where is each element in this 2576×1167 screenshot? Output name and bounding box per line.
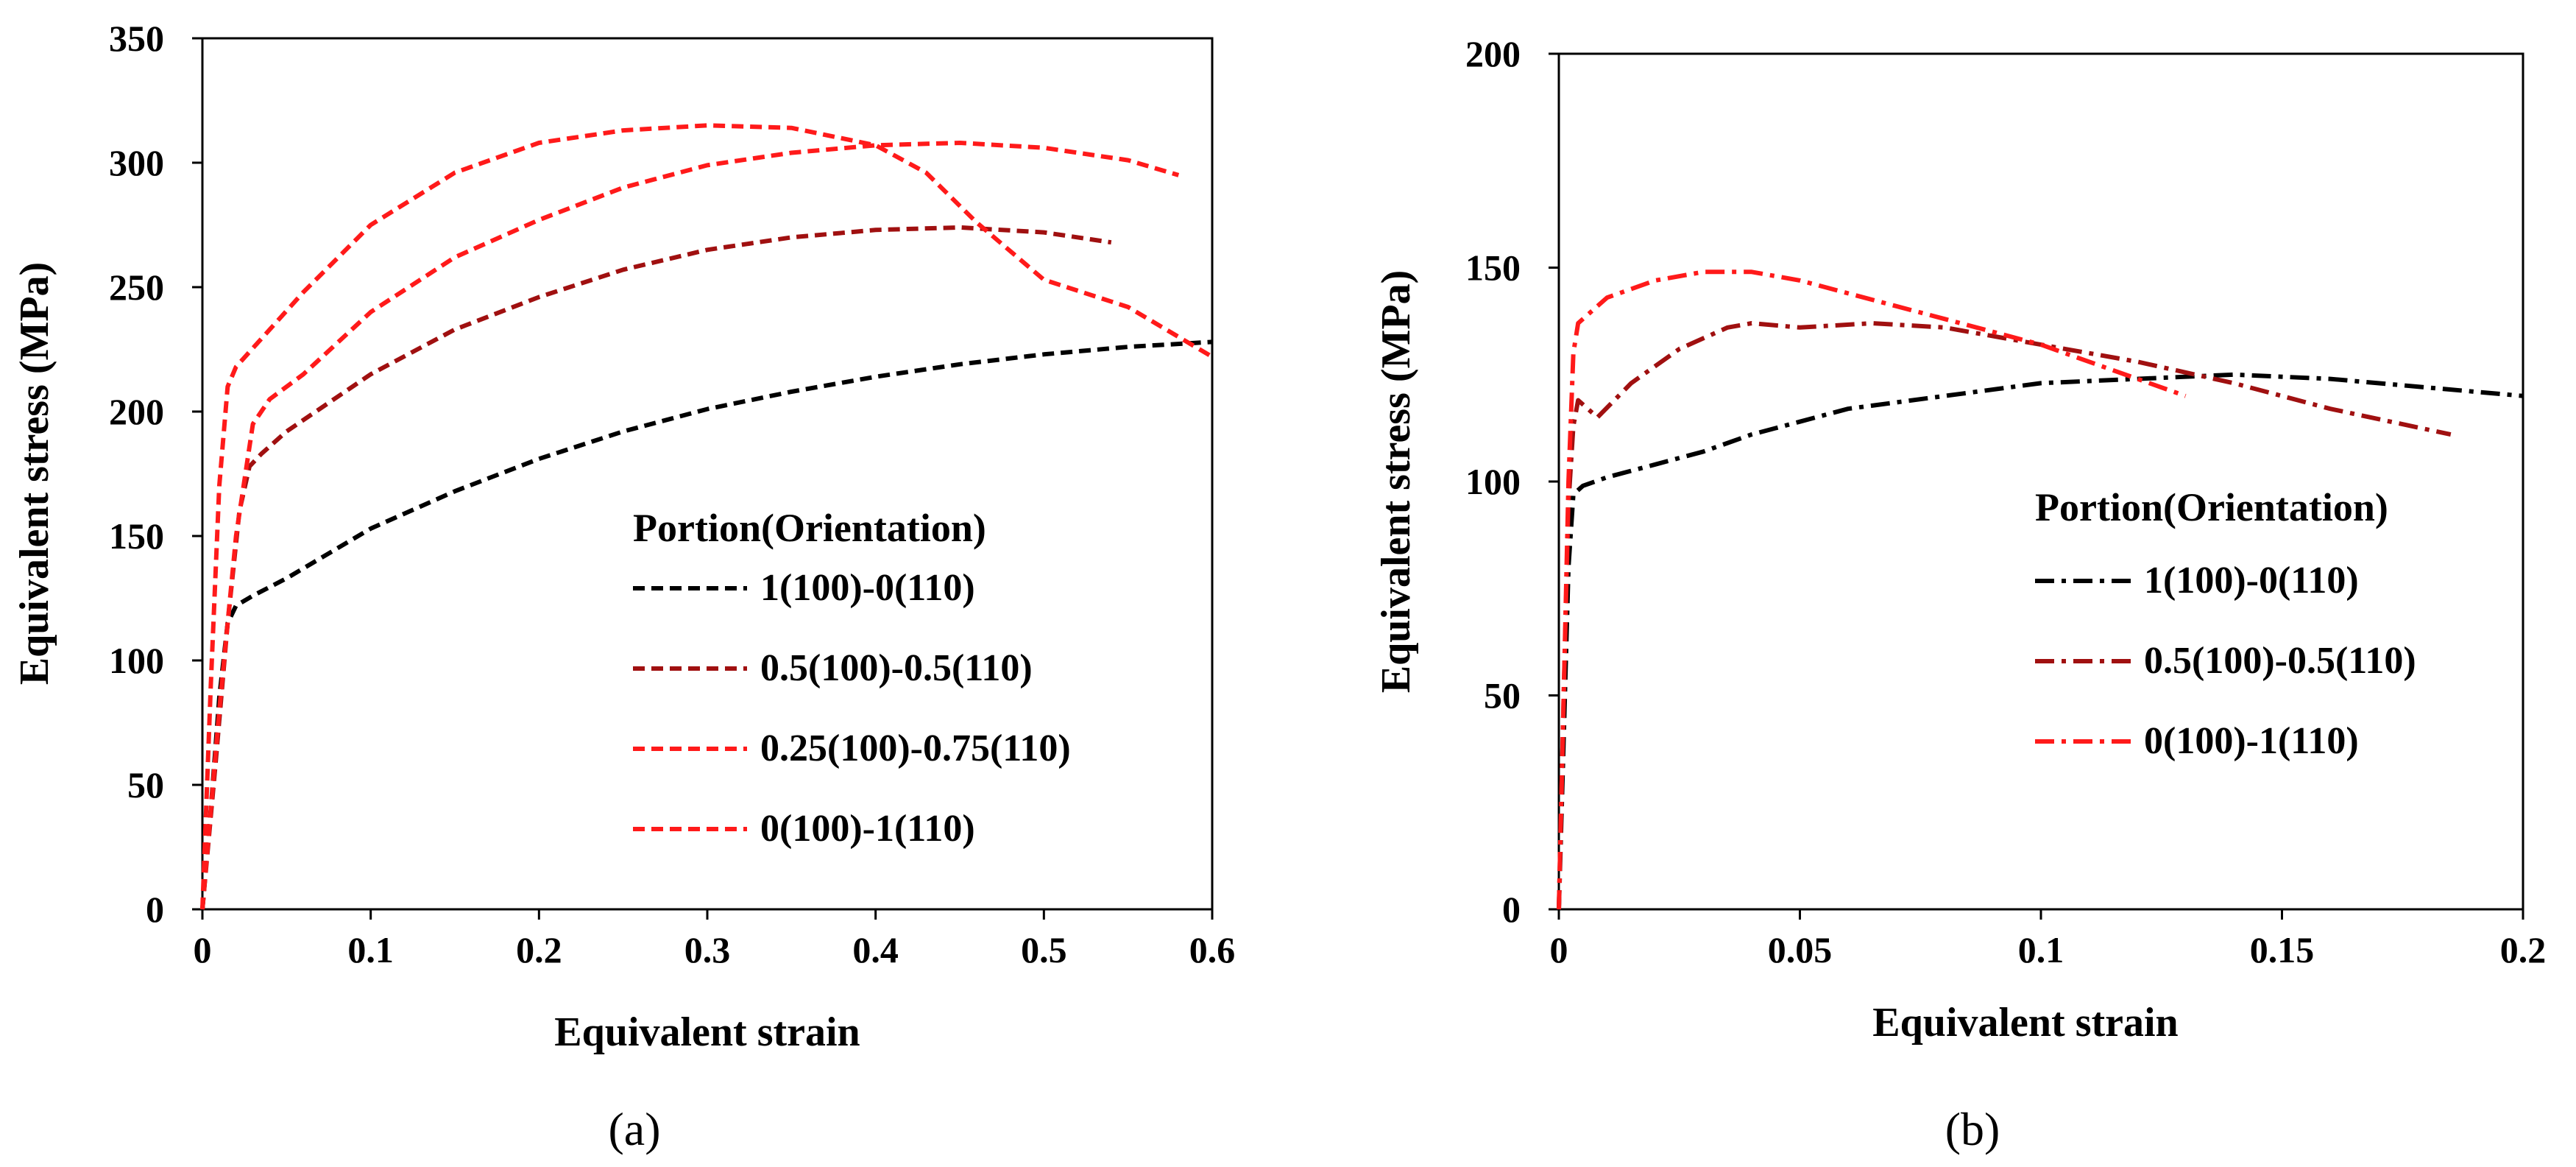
x-tick-label-a: 0.4 — [852, 929, 899, 970]
x-axis-title-a: Equivalent strain — [554, 1009, 860, 1055]
y-tick-label-a: 50 — [127, 764, 164, 805]
y-axis-title-b: Equivalent stress (MPa) — [1373, 270, 1419, 694]
tick-group-a: 0 0.1 0.2 0.3 0.4 0.5 0.6 0 50 100 150 200 250 300 350 — [109, 18, 1235, 970]
legend-title-b: Portion(Orientation) — [2035, 485, 2388, 529]
y-tick-label-b: 150 — [1465, 247, 1521, 289]
legend-b: Portion(Orientation) 1(100)-0(110) 0.5(10… — [2035, 485, 2416, 762]
x-tick-label-a: 0 — [194, 929, 212, 970]
x-tick-label-a: 0.3 — [684, 929, 731, 970]
panel-label-b: (b) — [1945, 1103, 2000, 1155]
y-tick-label-b: 100 — [1465, 461, 1521, 502]
y-tick-label-a: 0 — [146, 889, 164, 930]
x-tick-label-b: 0 — [1550, 929, 1568, 970]
series-line-a-1 — [200, 339, 1213, 910]
legend-label-b-1: 1(100)-0(110) — [2144, 560, 2359, 602]
plot-area-a — [201, 37, 1214, 911]
y-tick-label-a: 200 — [109, 391, 164, 432]
y-tick-label-a: 150 — [109, 515, 164, 557]
legend-label-b-3: 0(100)-1(110) — [2144, 720, 2359, 762]
legend-title-a: Portion(Orientation) — [633, 506, 986, 550]
x-tick-label-a: 0.6 — [1189, 929, 1236, 970]
plot-area-b — [1557, 52, 2524, 911]
x-tick-label-a: 0.1 — [347, 929, 394, 970]
chart-panel-a: 0 0.1 0.2 0.3 0.4 0.5 0.6 0 50 100 150 200 250 300 350… — [12, 18, 1235, 1155]
legend-a: Portion(Orientation) 1(100)-0(110) 0.5(10… — [633, 506, 1071, 850]
series-group-b — [1557, 269, 2524, 910]
y-axis-title-a: Equivalent stress (MPa) — [12, 262, 57, 685]
y-tick-label-b: 50 — [1484, 675, 1521, 716]
y-tick-label-b: 0 — [1502, 889, 1521, 930]
y-tick-label-a: 250 — [109, 267, 164, 308]
x-tick-label-b: 0.1 — [2018, 929, 2064, 970]
x-axis-title-b: Equivalent strain — [1872, 1000, 2178, 1046]
x-tick-label-a: 0.5 — [1021, 929, 1067, 970]
legend-label-b-2: 0.5(100)-0.5(110) — [2144, 640, 2416, 682]
tick-group-b: 0 0.05 0.1 0.15 0.2 0 50 100 150 200 — [1465, 33, 2546, 970]
series-line-b-3 — [1557, 269, 2187, 910]
legend-label-a-4: 0(100)-1(110) — [760, 808, 975, 850]
x-tick-label-b: 0.05 — [1768, 929, 1833, 970]
series-line-b-2 — [1557, 321, 2452, 910]
series-group-a — [200, 123, 1214, 910]
series-line-a-4 — [200, 123, 1214, 910]
x-tick-label-b: 0.2 — [2500, 929, 2547, 970]
y-tick-label-b: 200 — [1465, 33, 1521, 74]
series-line-b-1 — [1557, 372, 2524, 910]
panel-label-a: (a) — [608, 1103, 660, 1155]
series-line-a-3 — [200, 141, 1180, 910]
y-tick-label-a: 300 — [109, 142, 164, 183]
y-tick-label-a: 350 — [109, 18, 164, 59]
chart-panel-b: 0 0.05 0.1 0.15 0.2 0 50 100 150 200 Equivalent s… — [1373, 33, 2546, 1155]
x-tick-label-a: 0.2 — [516, 929, 562, 970]
legend-label-a-1: 1(100)-0(110) — [760, 567, 975, 609]
legend-label-a-2: 0.5(100)-0.5(110) — [760, 647, 1033, 689]
legend-label-a-3: 0.25(100)-0.75(110) — [760, 727, 1071, 769]
x-tick-label-b: 0.15 — [2250, 929, 2315, 970]
y-tick-label-a: 100 — [109, 640, 164, 681]
